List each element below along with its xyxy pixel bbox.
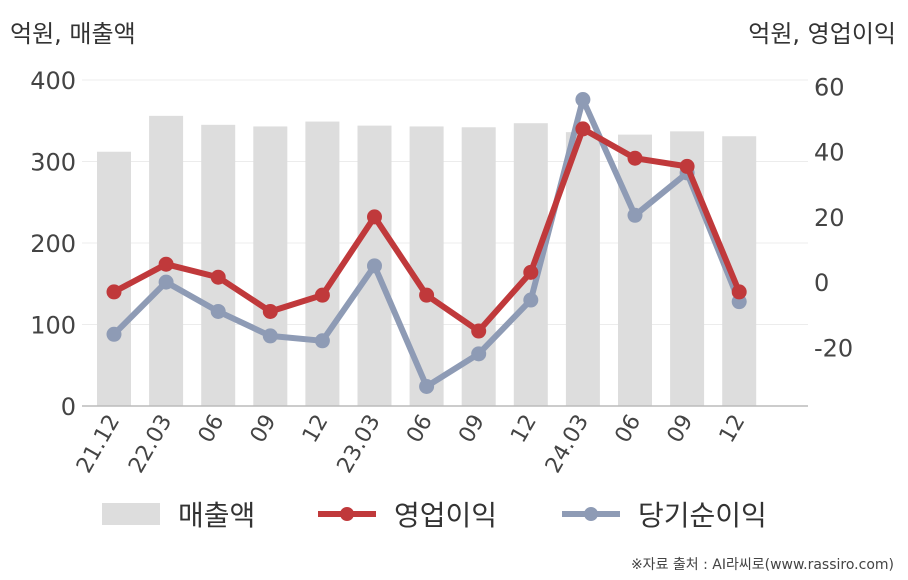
left-tick-label: 300	[30, 149, 76, 177]
series-point	[419, 378, 435, 394]
x-tick-label: 22.03	[124, 411, 177, 478]
series-point	[731, 284, 747, 300]
left-tick-label: 400	[30, 67, 76, 95]
series-point	[575, 121, 591, 137]
series-point	[210, 269, 226, 285]
x-tick-label: 12	[715, 411, 751, 448]
profit-lines	[106, 92, 747, 394]
series-point	[210, 303, 226, 319]
left-tick-label: 200	[30, 230, 76, 258]
revenue-bar	[201, 124, 236, 406]
left-tick-label: 0	[61, 393, 76, 421]
series-point	[367, 258, 382, 274]
x-tick-label: 09	[246, 411, 282, 448]
legend-label-net-income: 당기순이익	[638, 499, 767, 532]
series-point	[314, 333, 330, 349]
x-tick-label: 24.03	[541, 411, 594, 478]
right-tick-label: 60	[814, 74, 845, 102]
series-point	[158, 274, 174, 290]
legend-label-revenue: 매출액	[178, 499, 256, 532]
revenue-bar	[253, 126, 288, 406]
series-point	[158, 256, 174, 272]
series-point	[262, 303, 278, 319]
source-note: ※자료 출처 : AI라씨로(www.rassiro.com)	[630, 557, 894, 573]
legend-item-net-income: 당기순이익	[562, 494, 767, 534]
series-point	[523, 292, 539, 308]
x-tick-label: 21.12	[72, 411, 125, 478]
legend-swatch-operating-profit	[318, 503, 376, 525]
revenue-bar	[618, 134, 652, 407]
revenue-bar	[565, 132, 600, 406]
series-point	[627, 150, 643, 166]
x-tick-label: 09	[663, 411, 699, 448]
legend-swatch-net-income	[562, 503, 620, 525]
left-axis-unit: 억원, 매출액	[10, 20, 136, 48]
x-tick-label: 12	[298, 411, 334, 448]
x-tick-label: 23.03	[333, 411, 386, 478]
legend-label-operating-profit: 영업이익	[394, 499, 498, 532]
x-tick-label: 06	[611, 411, 647, 448]
series-point	[523, 264, 539, 280]
x-tick-label: 09	[454, 411, 490, 448]
left-tick-label: 100	[30, 312, 76, 340]
legend-item-operating-profit: 영업이익	[318, 494, 497, 534]
series-point	[367, 209, 382, 225]
revenue-bar	[305, 121, 340, 406]
right-tick-label: 0	[814, 269, 829, 297]
series-point	[679, 158, 695, 174]
series-point	[627, 207, 643, 223]
left-axis-ticks: 0 100 200 300 400	[30, 67, 76, 421]
revenue-bar	[97, 151, 131, 406]
right-tick-label: 40	[814, 139, 845, 167]
series-point	[106, 326, 122, 342]
legend: 매출액 영업이익 당기순이익	[0, 494, 908, 534]
series-point	[471, 346, 487, 362]
series-point	[575, 92, 591, 108]
legend-item-revenue: 매출액	[102, 494, 255, 534]
legend-swatch-revenue	[102, 503, 160, 525]
series-point	[106, 284, 122, 300]
x-tick-label: 06	[194, 411, 230, 448]
right-tick-label: 20	[814, 204, 845, 232]
series-point	[314, 287, 330, 303]
x-tick-label: 12	[506, 411, 542, 448]
right-axis-unit: 억원, 영업이익	[748, 20, 896, 48]
right-axis-ticks: -20 0 20 40 60	[814, 74, 853, 363]
series-point	[471, 323, 487, 339]
series-point	[419, 287, 435, 303]
revenue-bars	[97, 115, 757, 407]
series-point	[262, 328, 278, 344]
right-tick-label: -20	[814, 334, 853, 362]
x-tick-label: 06	[402, 411, 438, 448]
